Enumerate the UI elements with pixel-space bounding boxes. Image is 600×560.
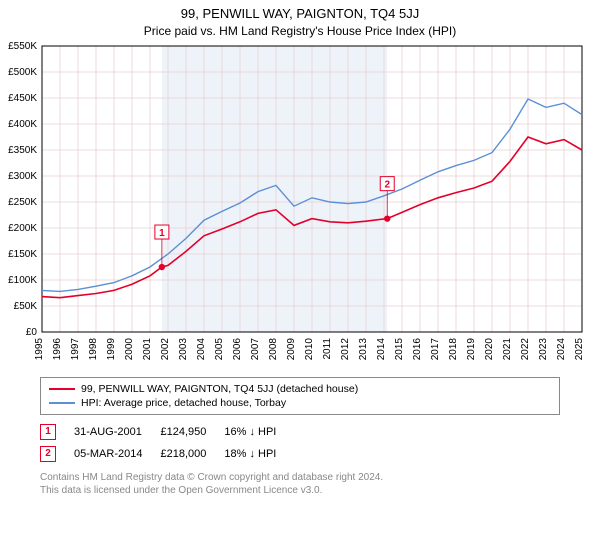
svg-text:2008: 2008	[268, 338, 279, 361]
svg-text:1995: 1995	[34, 338, 45, 361]
sales-table: 1 31-AUG-2001£124,95016% ↓ HPI 2 05-MAR-201…	[40, 421, 294, 465]
svg-text:1: 1	[159, 228, 165, 239]
svg-text:£0: £0	[26, 327, 38, 338]
sale-vs-hpi: 16% ↓ HPI	[224, 421, 294, 443]
svg-text:2022: 2022	[520, 338, 531, 361]
legend: 99, PENWILL WAY, PAIGNTON, TQ4 5JJ (deta…	[40, 377, 560, 415]
svg-text:2025: 2025	[574, 338, 585, 361]
sale-marker: 1	[40, 424, 56, 440]
table-row: 2 05-MAR-2014£218,00018% ↓ HPI	[40, 443, 294, 465]
table-row: 1 31-AUG-2001£124,95016% ↓ HPI	[40, 421, 294, 443]
svg-text:£150K: £150K	[8, 249, 37, 260]
svg-text:1996: 1996	[52, 338, 63, 361]
svg-text:2017: 2017	[430, 338, 441, 361]
svg-text:£400K: £400K	[8, 119, 37, 130]
sale-vs-hpi: 18% ↓ HPI	[224, 443, 294, 465]
svg-text:£550K: £550K	[8, 42, 37, 52]
legend-item: HPI: Average price, detached house, Torb…	[49, 396, 551, 410]
svg-text:2020: 2020	[484, 338, 495, 361]
svg-text:2021: 2021	[502, 338, 513, 361]
svg-text:2004: 2004	[196, 338, 207, 361]
svg-text:£100K: £100K	[8, 275, 37, 286]
price-chart: £0 £50K £100K £150K £200K £250K £300K £350K £400…	[0, 42, 600, 371]
svg-text:£200K: £200K	[8, 223, 37, 234]
svg-text:£300K: £300K	[8, 171, 37, 182]
sale-price: £124,950	[160, 421, 224, 443]
svg-text:£450K: £450K	[8, 93, 37, 104]
svg-text:2003: 2003	[178, 338, 189, 361]
svg-text:2013: 2013	[358, 338, 369, 361]
svg-text:2001: 2001	[142, 338, 153, 361]
sale-date: 05-MAR-2014	[74, 443, 160, 465]
footnote: Contains HM Land Registry data © Crown c…	[40, 471, 560, 497]
svg-text:2019: 2019	[466, 338, 477, 361]
svg-text:2023: 2023	[538, 338, 549, 361]
svg-text:2002: 2002	[160, 338, 171, 361]
sale-marker: 2	[40, 446, 56, 462]
page-subtitle: Price paid vs. HM Land Registry's House …	[0, 21, 600, 42]
legend-label: HPI: Average price, detached house, Torb…	[81, 397, 286, 409]
svg-text:2015: 2015	[394, 338, 405, 361]
page-title: 99, PENWILL WAY, PAIGNTON, TQ4 5JJ	[0, 0, 600, 21]
svg-text:2014: 2014	[376, 338, 387, 361]
svg-text:2016: 2016	[412, 338, 423, 361]
svg-text:1997: 1997	[70, 338, 81, 361]
legend-swatch	[49, 388, 75, 390]
svg-text:2024: 2024	[556, 338, 567, 361]
footnote-line-1: Contains HM Land Registry data © Crown c…	[40, 472, 383, 483]
svg-text:2018: 2018	[448, 338, 459, 361]
svg-text:2012: 2012	[340, 338, 351, 361]
legend-label: 99, PENWILL WAY, PAIGNTON, TQ4 5JJ (deta…	[81, 383, 358, 395]
footnote-line-2: This data is licensed under the Open Gov…	[40, 485, 322, 496]
svg-text:2000: 2000	[124, 338, 135, 361]
svg-text:£50K: £50K	[14, 301, 38, 312]
svg-text:£500K: £500K	[8, 67, 37, 78]
svg-text:2006: 2006	[232, 338, 243, 361]
svg-text:2009: 2009	[286, 338, 297, 361]
svg-text:1999: 1999	[106, 338, 117, 361]
svg-text:2005: 2005	[214, 338, 225, 361]
svg-text:2007: 2007	[250, 338, 261, 361]
legend-swatch	[49, 402, 75, 404]
svg-text:£350K: £350K	[8, 145, 37, 156]
svg-text:2011: 2011	[322, 338, 333, 360]
legend-item: 99, PENWILL WAY, PAIGNTON, TQ4 5JJ (deta…	[49, 382, 551, 396]
sale-price: £218,000	[160, 443, 224, 465]
sale-date: 31-AUG-2001	[74, 421, 160, 443]
svg-text:1998: 1998	[88, 338, 99, 361]
svg-text:£250K: £250K	[8, 197, 37, 208]
svg-text:2: 2	[384, 180, 390, 191]
svg-text:2010: 2010	[304, 338, 315, 361]
